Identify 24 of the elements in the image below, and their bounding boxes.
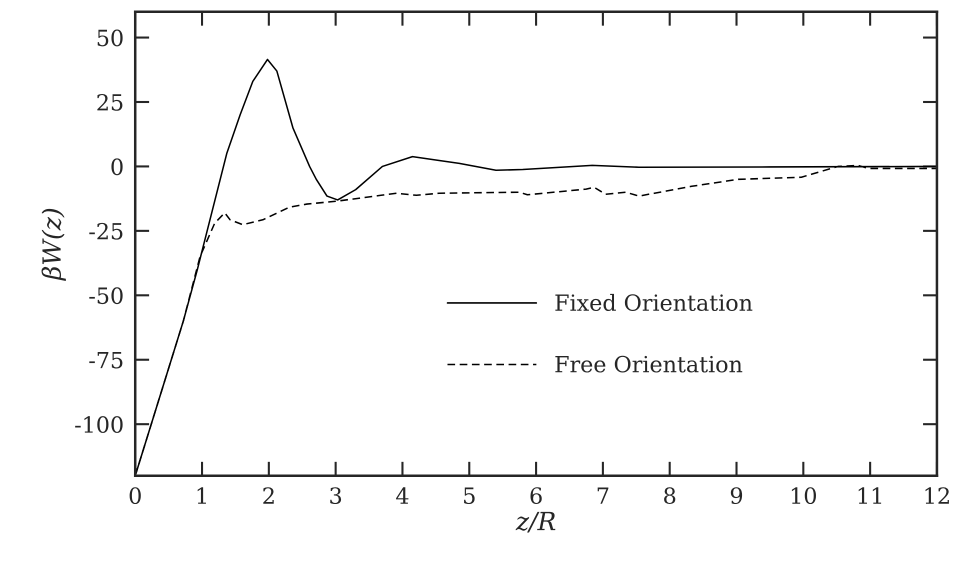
y-tick-label: 25 (97, 94, 122, 111)
legend-label: Fixed Orientation (555, 294, 752, 312)
x-axis-title: z/R (516, 512, 556, 532)
x-tick-label: 9 (730, 487, 742, 504)
legend-label: Free Orientation (555, 356, 742, 373)
x-tick-label: 4 (396, 487, 408, 504)
x-tick-label: 11 (858, 487, 882, 504)
x-tick-label: 2 (263, 487, 274, 504)
y-tick-label: -100 (75, 416, 123, 433)
x-tick-label: 8 (664, 487, 676, 504)
y-tick-label: -25 (89, 222, 122, 240)
y-tick-label: 50 (98, 30, 123, 46)
x-tick-label: 0 (130, 487, 141, 504)
x-tick-label: 12 (926, 487, 949, 504)
y-axis-title: βW(z) (42, 208, 66, 281)
x-tick-label: 10 (792, 487, 816, 504)
x-tick-label: 3 (330, 487, 342, 504)
y-tick-label: 0 (111, 158, 123, 176)
y-tick-label: -50 (89, 287, 123, 304)
y-tick-label: -75 (89, 352, 122, 368)
x-tick-label: 6 (530, 487, 542, 504)
x-tick-label: 5 (464, 488, 475, 504)
x-tick-label: 7 (598, 488, 608, 504)
x-tick-label: 1 (198, 487, 206, 504)
